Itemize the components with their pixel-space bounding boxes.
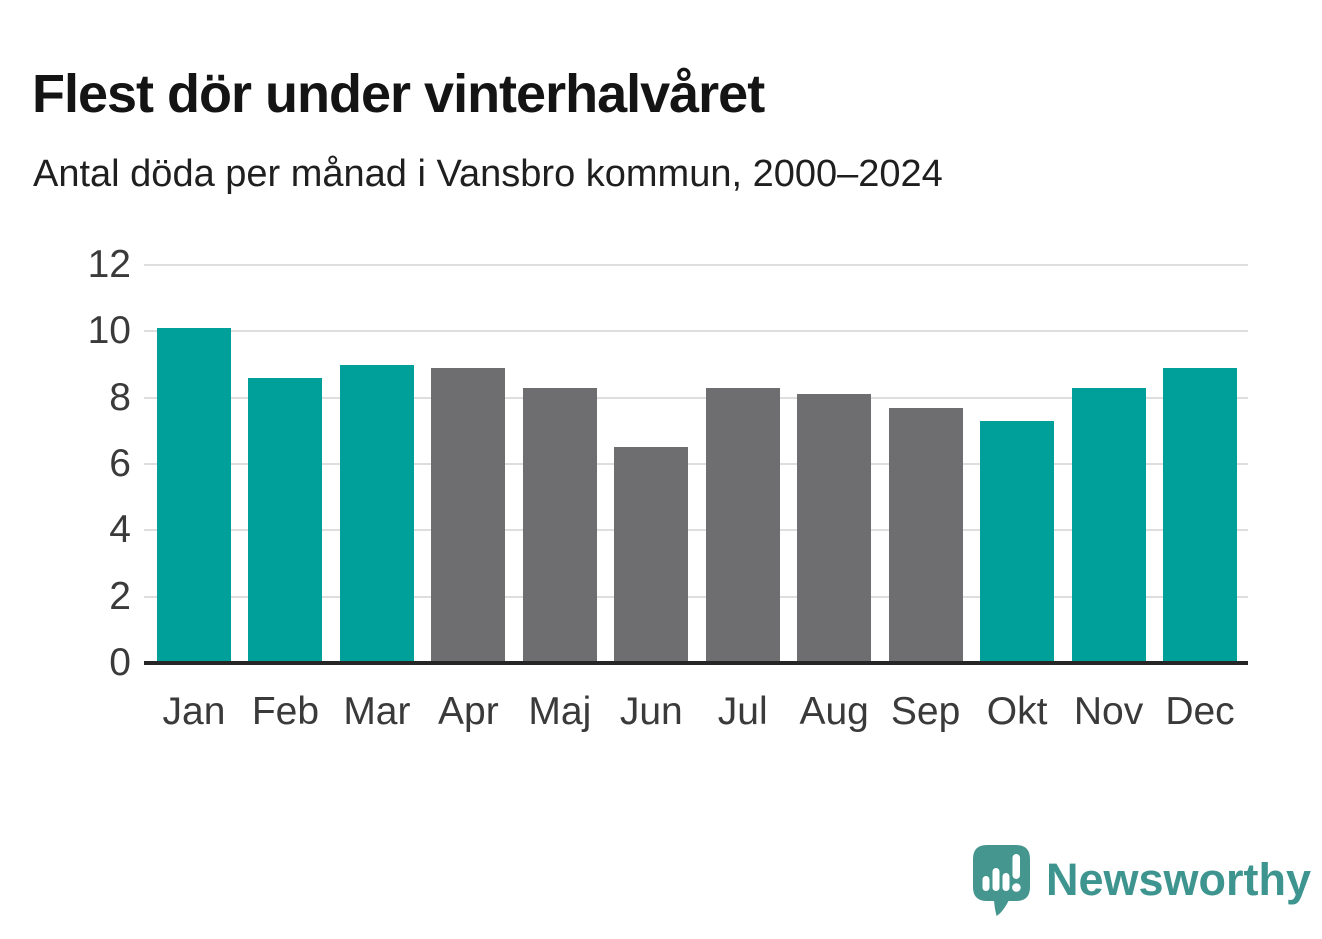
y-axis-tick-label: 6 xyxy=(109,442,131,485)
x-axis-tick-label: Jan xyxy=(162,690,226,733)
x-axis-tick-label: Sep xyxy=(890,690,961,733)
newsworthy-logo-icon xyxy=(973,845,1030,922)
brand-footer: Newsworthy xyxy=(973,845,1311,922)
y-axis-tick-label: 0 xyxy=(109,641,131,684)
bar-okt xyxy=(980,420,1055,663)
x-axis-tick-label: Jul xyxy=(717,690,768,733)
y-axis-tick-label: 12 xyxy=(87,243,131,286)
x-axis-tick-label: Apr xyxy=(438,690,499,733)
bar-aug xyxy=(797,394,872,663)
brand-name: Newsworthy xyxy=(1046,854,1312,905)
y-axis-tick-label: 2 xyxy=(109,574,131,618)
bar-feb xyxy=(248,377,323,663)
x-axis-tick-label: Dec xyxy=(1165,690,1235,733)
bar-jul xyxy=(705,387,780,663)
x-axis-tick-label: Okt xyxy=(986,690,1048,733)
gridline-y10 xyxy=(144,330,1248,333)
bar-mar xyxy=(339,364,414,663)
gridline-y4 xyxy=(144,529,1248,532)
bar-jun xyxy=(614,447,689,663)
x-axis-tick-label: Nov xyxy=(1073,690,1144,733)
x-axis-tick-label: Maj xyxy=(528,690,592,733)
gridline-y8 xyxy=(144,396,1248,399)
bar-maj xyxy=(522,387,597,663)
x-axis-tick-label: Aug xyxy=(799,690,869,733)
bar-nov xyxy=(1071,387,1146,663)
bar-sep xyxy=(888,407,963,663)
y-axis-tick-label: 4 xyxy=(109,508,131,552)
gridline-y12 xyxy=(144,264,1248,266)
chart-subtitle: Antal döda per månad i Vansbro kommun, 2… xyxy=(33,153,943,195)
y-axis-tick-label: 10 xyxy=(87,309,131,353)
bar-apr xyxy=(431,367,506,663)
page-title: Flest dör under vinterhalvåret xyxy=(32,64,765,125)
gridline-y6 xyxy=(144,463,1248,465)
y-axis-tick-label: 8 xyxy=(109,375,131,419)
bar-dec xyxy=(1163,367,1237,663)
x-axis-tick-label: Jun xyxy=(619,690,683,733)
gridline-y2 xyxy=(144,595,1248,598)
x-axis-tick-label: Mar xyxy=(343,690,411,733)
x-axis-line xyxy=(144,661,1248,665)
bar-jan xyxy=(157,328,231,663)
x-axis-tick-label: Feb xyxy=(251,690,320,733)
